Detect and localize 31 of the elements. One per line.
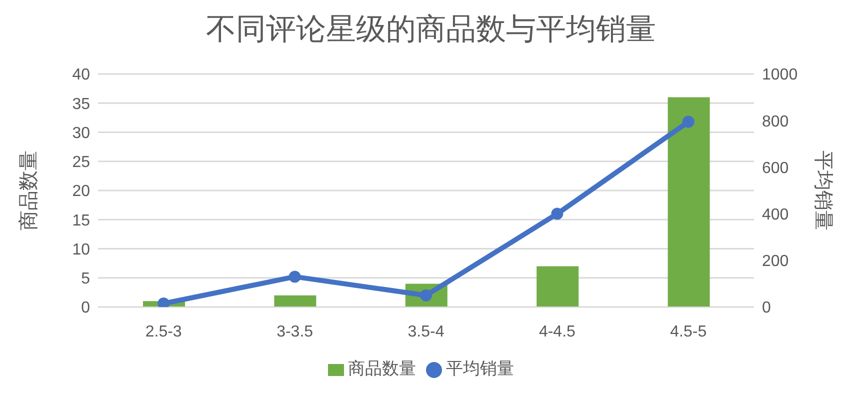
y2-tick-label: 0 xyxy=(762,300,771,317)
y-tick-label: 5 xyxy=(81,270,90,288)
legend-label: 平均销量 xyxy=(446,359,514,378)
y-tick-label: 35 xyxy=(72,96,90,113)
y-tick-label: 0 xyxy=(81,300,90,317)
bar xyxy=(668,97,710,307)
y-tick-label: 30 xyxy=(72,124,90,142)
y-axis-title: 商品数量 xyxy=(18,150,40,230)
y2-tick-label: 400 xyxy=(762,206,789,224)
y-tick-label: 10 xyxy=(72,241,90,258)
x-tick-label: 4.5-5 xyxy=(670,323,707,340)
y-tick-label: 40 xyxy=(72,66,90,84)
y-tick-label: 20 xyxy=(72,183,90,200)
x-tick-label: 2.5-3 xyxy=(145,323,182,340)
bar xyxy=(536,266,579,307)
y-tick-label: 15 xyxy=(72,212,90,230)
x-tick-label: 3-3.5 xyxy=(276,323,314,340)
y2-tick-label: 1000 xyxy=(762,66,798,84)
y2-tick-label: 800 xyxy=(762,113,789,130)
x-tick-label: 4-4.5 xyxy=(538,323,576,340)
y2-axis-title: 平均销量 xyxy=(812,150,834,230)
point xyxy=(288,270,301,283)
y2-tick-label: 200 xyxy=(762,253,789,270)
legend-label: 商品数量 xyxy=(348,359,416,378)
bar xyxy=(274,295,316,307)
point xyxy=(551,208,564,220)
point xyxy=(682,116,694,128)
y2-tick-label: 600 xyxy=(762,160,789,177)
y-tick-label: 25 xyxy=(72,154,90,172)
x-tick-label: 3.5-4 xyxy=(408,323,444,340)
chart-title: 不同评论星级的商品数与平均销量 xyxy=(205,12,657,48)
